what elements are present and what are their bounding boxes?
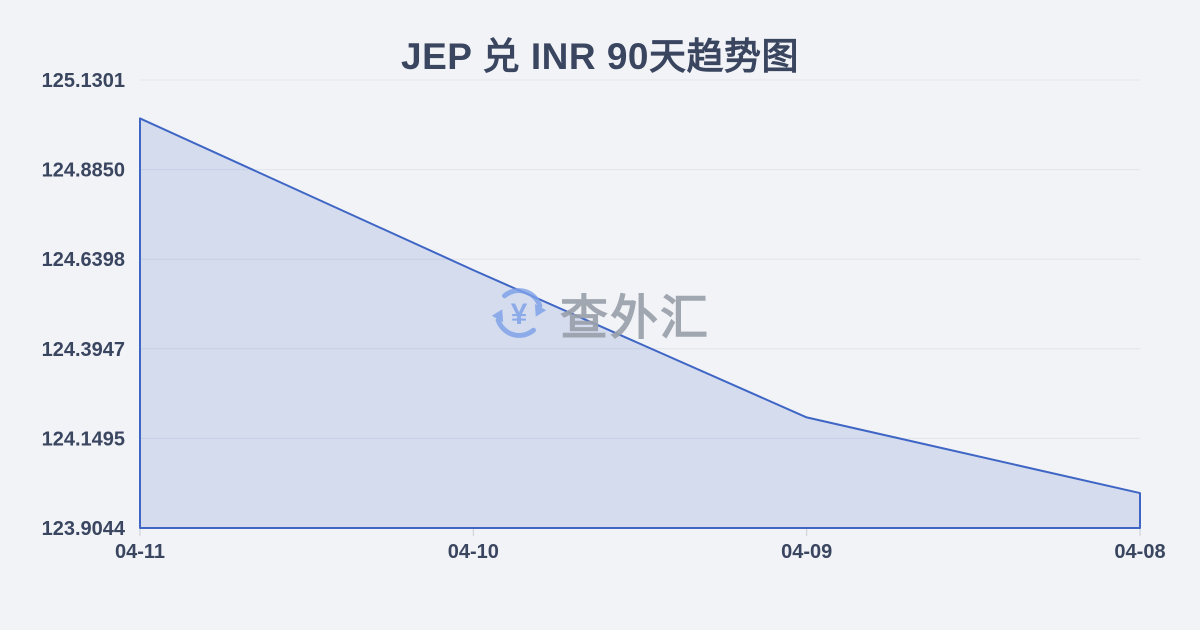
y-axis-tick-label: 124.1495 xyxy=(42,428,125,450)
y-axis-tick-label: 125.1301 xyxy=(42,70,125,92)
y-axis-tick-label: 123.9044 xyxy=(42,518,126,540)
x-axis-tick-label: 04-10 xyxy=(448,541,499,563)
x-axis-tick-label: 04-08 xyxy=(1114,541,1165,563)
price-area-series xyxy=(139,117,1141,529)
x-axis-tick-label: 04-11 xyxy=(115,541,165,563)
y-axis-tick-label: 124.3947 xyxy=(42,339,125,361)
x-axis-tick-label: 04-09 xyxy=(781,541,832,563)
y-axis-tick-label: 124.8850 xyxy=(42,160,125,182)
chart-title: JEP 兑 INR 90天趋势图 xyxy=(401,36,799,77)
y-axis-tick-label: 124.6398 xyxy=(42,249,125,271)
